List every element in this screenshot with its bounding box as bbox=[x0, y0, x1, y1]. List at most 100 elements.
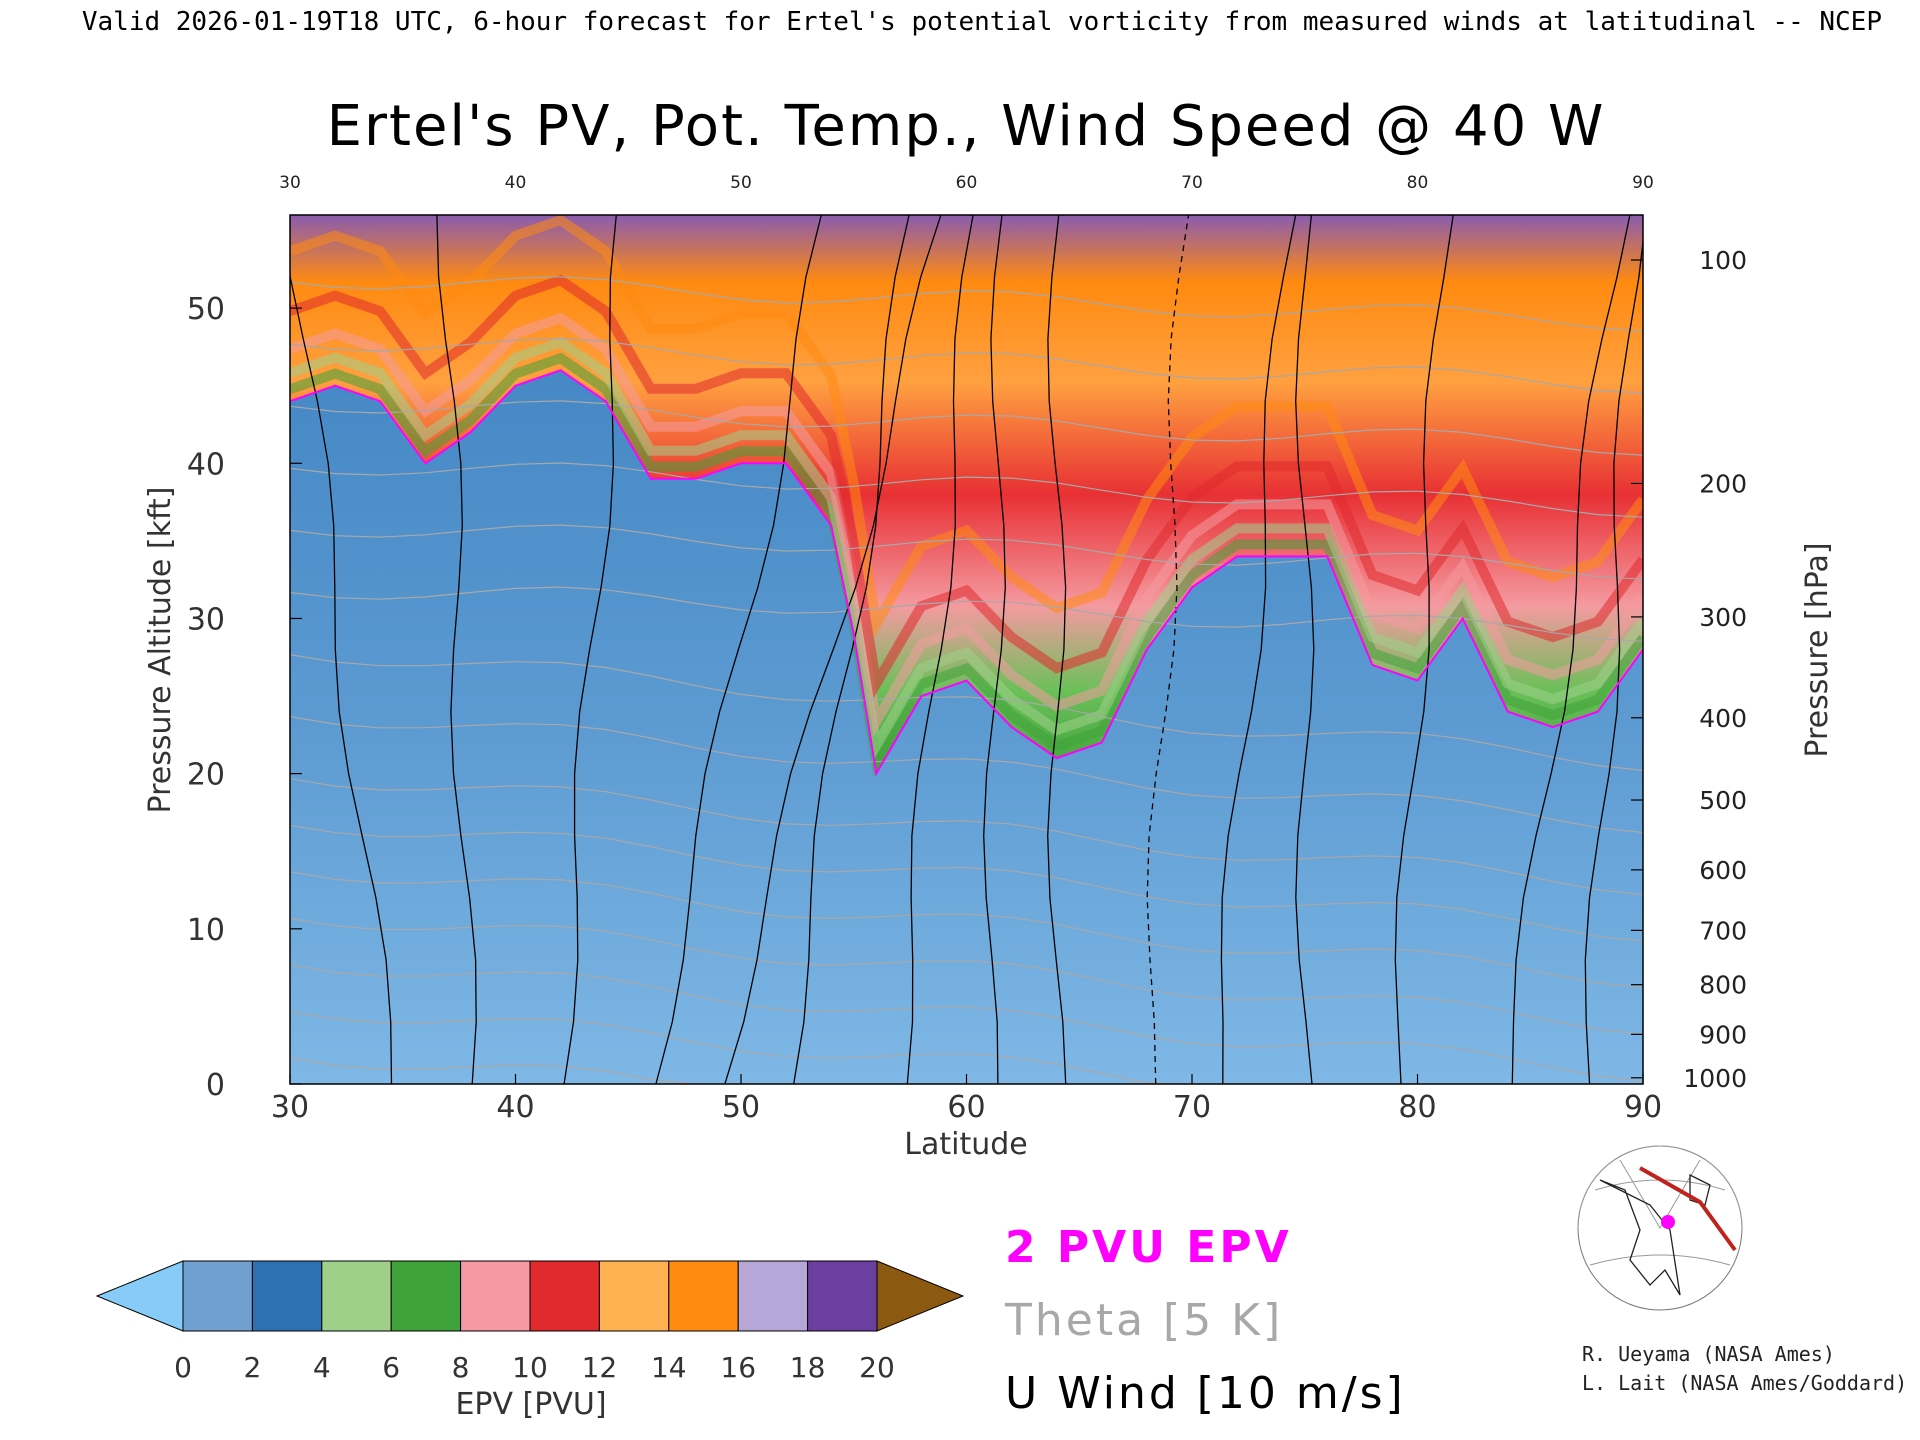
colorbar-tick-label: 2 bbox=[243, 1351, 261, 1384]
colorbar-label: EPV [PVU] bbox=[455, 1387, 606, 1422]
colorbar-tick-label: 8 bbox=[452, 1351, 470, 1384]
colorbar-tick-label: 4 bbox=[313, 1351, 331, 1384]
theta-line bbox=[290, 824, 1643, 942]
theta-line bbox=[290, 586, 1643, 642]
colorbar-segment bbox=[529, 1260, 600, 1332]
u-wind-line bbox=[436, 215, 477, 1084]
x-tick-label: 30 bbox=[271, 1090, 309, 1125]
credit-line-2: L. Lait (NASA Ames/Goddard) bbox=[1582, 1371, 1907, 1395]
u-wind-contours bbox=[290, 215, 1643, 1084]
colorbar-segment bbox=[598, 1260, 670, 1332]
theta-line bbox=[290, 1057, 1643, 1084]
tropopause-2pvu-line bbox=[290, 369, 1643, 777]
x-top-tick-label: 40 bbox=[505, 173, 527, 193]
valid-line: Valid 2026-01-19T18 UTC, 6-hour forecast… bbox=[82, 7, 1882, 37]
pressure-tick-label: 400 bbox=[1699, 704, 1747, 733]
theta-line bbox=[290, 964, 1643, 1082]
theta-line bbox=[290, 462, 1643, 518]
x-tick-label: 90 bbox=[1624, 1090, 1662, 1125]
pressure-tick-label: 200 bbox=[1699, 469, 1747, 498]
u-wind-line bbox=[1220, 215, 1297, 1084]
colorbar-segment bbox=[668, 1260, 739, 1332]
x-top-tick-label: 60 bbox=[956, 173, 978, 193]
x-top-tick-label: 80 bbox=[1407, 173, 1429, 193]
theta-line bbox=[290, 871, 1643, 989]
theta-line bbox=[290, 1010, 1643, 1084]
pv-band-edge bbox=[290, 274, 1643, 699]
colorbar-segment bbox=[460, 1260, 531, 1332]
u-wind-line bbox=[1047, 215, 1067, 1084]
colorbar-over-arrow bbox=[876, 1260, 965, 1332]
y-tick-label: 40 bbox=[187, 447, 225, 482]
colorbar-segment bbox=[182, 1260, 253, 1332]
u-wind-line bbox=[1394, 215, 1454, 1084]
y-tick-label: 30 bbox=[187, 602, 225, 637]
pv-band-edge bbox=[290, 312, 1643, 737]
y-tick-label: 0 bbox=[206, 1068, 225, 1103]
pressure-tick-label: 300 bbox=[1699, 603, 1747, 632]
y-axis-left: 0 10 20 30 40 50 bbox=[187, 292, 302, 1103]
pressure-tick-label: 1000 bbox=[1683, 1064, 1747, 1093]
y-axis-right-pressure: 100 200 300 400 500 600 700 800 900 1000 bbox=[1631, 246, 1747, 1093]
colorbar-segment bbox=[737, 1260, 809, 1332]
colorbar-tick-label: 20 bbox=[859, 1351, 895, 1384]
pressure-tick-label: 700 bbox=[1699, 916, 1747, 945]
y-tick-label: 50 bbox=[187, 292, 225, 327]
y-tick-label: 20 bbox=[187, 758, 225, 793]
colorbar-tick-label: 12 bbox=[582, 1351, 618, 1384]
u-wind-line bbox=[290, 270, 393, 1084]
colorbar-segment bbox=[251, 1260, 323, 1332]
u-wind-line bbox=[793, 215, 910, 1084]
pressure-tick-label: 600 bbox=[1699, 856, 1747, 885]
colorbar-under-arrow bbox=[95, 1260, 184, 1332]
x-top-tick-label: 90 bbox=[1632, 173, 1654, 193]
colorbar-tick-label: 6 bbox=[382, 1351, 400, 1384]
u-wind-line bbox=[1584, 236, 1643, 1084]
theta-line bbox=[290, 917, 1643, 1035]
u-wind-line bbox=[724, 215, 942, 1084]
y-axis-label-left: Pressure Altitude [kft] bbox=[143, 487, 178, 814]
x-axis-bottom: 30 40 50 60 70 80 90 bbox=[271, 1074, 1662, 1125]
colorbar-tick-label: 18 bbox=[790, 1351, 826, 1384]
pv-band-edge bbox=[290, 352, 1643, 777]
pressure-tick-label: 800 bbox=[1699, 971, 1747, 1000]
theta-line bbox=[290, 654, 1643, 771]
legend-entry-1: Theta [5 K] bbox=[1004, 1295, 1283, 1346]
x-axis-label: Latitude bbox=[904, 1127, 1027, 1162]
credit-line-1: R. Ueyama (NASA Ames) bbox=[1582, 1342, 1835, 1366]
colorbar-segment bbox=[807, 1260, 878, 1332]
pv-band-edge bbox=[290, 215, 1643, 639]
colorbar-tick-label: 16 bbox=[720, 1351, 756, 1384]
x-tick-label: 80 bbox=[1398, 1090, 1436, 1125]
legend-entry-0: 2 PVU EPV bbox=[1005, 1222, 1292, 1273]
pressure-tick-label: 100 bbox=[1699, 246, 1747, 275]
plot-area bbox=[290, 215, 1643, 1084]
u-wind-line bbox=[906, 215, 974, 1084]
u-wind-line bbox=[1146, 215, 1190, 1084]
x-top-tick-label: 70 bbox=[1181, 173, 1203, 193]
x-top-tick-label: 50 bbox=[730, 173, 752, 193]
y-axis-label-right: Pressure [hPa] bbox=[1800, 542, 1835, 757]
theta-contours bbox=[290, 276, 1643, 1084]
theta-line bbox=[290, 276, 1643, 332]
x-tick-label: 50 bbox=[722, 1090, 760, 1125]
x-axis-top: 30 40 50 60 70 80 90 bbox=[279, 173, 1654, 193]
colorbar-tick-label: 10 bbox=[512, 1351, 548, 1384]
pressure-tick-label: 500 bbox=[1699, 786, 1747, 815]
u-wind-line bbox=[1511, 215, 1631, 1084]
theta-line bbox=[290, 716, 1643, 834]
u-wind-line bbox=[983, 215, 1006, 1084]
x-top-tick-label: 30 bbox=[279, 173, 301, 193]
colorbar-tick-label: 14 bbox=[651, 1351, 687, 1384]
u-wind-line bbox=[655, 215, 822, 1084]
theta-line bbox=[290, 400, 1643, 456]
colorbar-segment bbox=[321, 1260, 392, 1332]
legend: 2 PVU EPV Theta [5 K] U Wind [10 m/s] bbox=[1004, 1222, 1403, 1419]
location-map-icon bbox=[1577, 1145, 1743, 1311]
pressure-tick-label: 900 bbox=[1699, 1020, 1747, 1049]
theta-line bbox=[290, 778, 1643, 896]
pv-band-edge bbox=[290, 336, 1643, 761]
colorbar-segment bbox=[390, 1260, 462, 1332]
x-tick-label: 70 bbox=[1173, 1090, 1211, 1125]
